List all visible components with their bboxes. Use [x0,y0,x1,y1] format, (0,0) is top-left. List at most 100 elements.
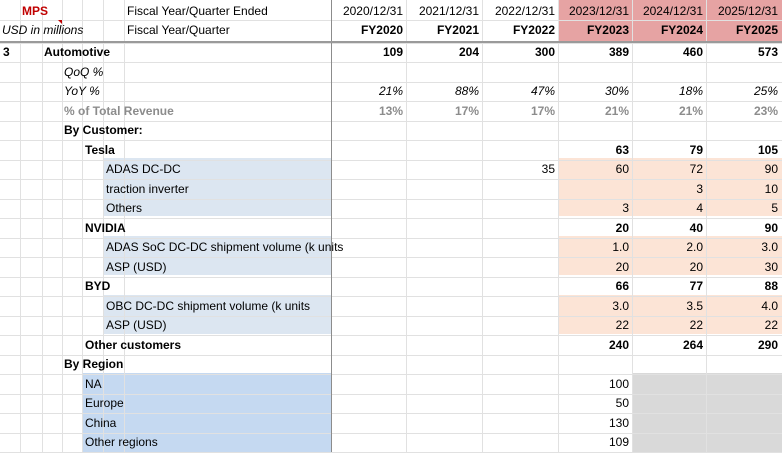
value-cell[interactable]: 204 [458,45,479,59]
row-label-cell[interactable]: NA [85,377,102,391]
value-cell[interactable]: 63 [615,143,629,157]
row-label-cell[interactable]: Other customers [85,338,182,352]
row-label-cell[interactable]: traction inverter [106,182,189,196]
date-header[interactable]: 2023/12/31 [568,4,629,18]
value-cell[interactable]: 17% [454,104,479,118]
value-cell[interactable]: 21% [378,84,403,98]
value-cell[interactable]: 88 [764,279,778,293]
value-cell[interactable]: 22 [615,318,629,332]
date-header[interactable]: 2020/12/31 [342,4,403,18]
value-cell[interactable]: 109 [382,45,403,59]
value-cell[interactable]: 2.0 [686,240,703,254]
value-cell[interactable]: 90 [764,162,778,176]
value-cell[interactable]: 20 [689,260,703,274]
value-cell[interactable]: 66 [615,279,629,293]
value-cell[interactable]: 72 [689,162,703,176]
date-header[interactable]: 2021/12/31 [418,4,479,18]
value-cell[interactable]: 130 [608,416,629,430]
value-cell[interactable]: 3.0 [612,299,629,313]
value-cell[interactable]: 4 [696,201,703,215]
row-label-cell[interactable]: OBC DC-DC shipment volume (k units [106,299,311,313]
year-header[interactable]: FY2024 [660,23,703,37]
value-cell[interactable]: 25% [753,84,778,98]
year-header[interactable]: FY2020 [360,23,403,37]
value-cell[interactable]: 21% [678,104,703,118]
row-gridline [0,20,782,21]
year-header[interactable]: FY2023 [586,23,629,37]
value-cell[interactable]: 290 [757,338,778,352]
row-label-cell[interactable]: % of Total Revenue [64,104,174,118]
value-cell[interactable]: 573 [757,45,778,59]
row-index-cell[interactable]: 3 [3,45,10,59]
row-label-cell[interactable]: Others [106,201,143,215]
value-cell[interactable]: 4.0 [761,299,778,313]
date-header[interactable]: 2025/12/31 [717,4,778,18]
row-label-cell[interactable]: NVIDIA [85,221,126,235]
year-header[interactable]: FY2021 [436,23,479,37]
value-cell[interactable]: 30 [764,260,778,274]
value-cell[interactable]: 20 [615,221,629,235]
row-label-cell[interactable]: QoQ % [64,65,104,79]
value-cell[interactable]: 79 [689,143,703,157]
fiscal-year-quarter-label[interactable]: Fiscal Year/Quarter [127,23,230,37]
row-label-cell[interactable]: ADAS SoC DC-DC shipment volume (k units [106,240,344,254]
value-cell[interactable]: 22 [764,318,778,332]
row-label-cell[interactable]: ASP (USD) [106,260,167,274]
value-cell[interactable]: 88% [454,84,479,98]
units-label[interactable]: USD in millions [2,23,84,37]
value-cell[interactable]: 264 [682,338,703,352]
value-cell[interactable]: 13% [378,104,403,118]
value-cell[interactable]: 22 [689,318,703,332]
row-label-cell[interactable]: Tesla [85,143,115,157]
value-cell[interactable]: 20 [615,260,629,274]
year-header[interactable]: FY2022 [512,23,555,37]
value-cell[interactable]: 5 [771,201,778,215]
value-cell[interactable]: 40 [689,221,703,235]
value-cell[interactable]: 23% [753,104,778,118]
value-cell[interactable]: 389 [608,45,629,59]
row-gridline [0,238,782,239]
byd-detail-fill [103,295,331,334]
value-cell[interactable]: 21% [604,104,629,118]
value-cell[interactable]: 240 [608,338,629,352]
date-header[interactable]: 2022/12/31 [494,4,555,18]
value-cell[interactable]: 109 [608,435,629,449]
row-label-cell[interactable]: ASP (USD) [106,318,167,332]
value-cell[interactable]: 77 [689,279,703,293]
nvidia-forecast-fill [558,236,782,275]
year-header[interactable]: FY2025 [735,23,778,37]
row-label-cell[interactable]: Automotive [44,45,110,59]
row-label-cell[interactable]: BYD [85,279,111,293]
row-label-cell[interactable]: Europe [85,396,124,410]
row-label-cell[interactable]: By Region [64,357,124,371]
value-cell[interactable]: 60 [615,162,629,176]
value-cell[interactable]: 17% [530,104,555,118]
value-cell[interactable]: 35 [541,162,555,176]
row-label-cell[interactable]: China [85,416,117,430]
value-cell[interactable]: 3 [696,182,703,196]
value-cell[interactable]: 90 [764,221,778,235]
row-label-cell[interactable]: By Customer: [64,123,143,137]
ticker-label[interactable]: MPS [22,4,49,18]
value-cell[interactable]: 100 [608,377,629,391]
value-cell[interactable]: 3.0 [761,240,778,254]
date-header[interactable]: 2024/12/31 [642,4,703,18]
row-label-cell[interactable]: ADAS DC-DC [106,162,181,176]
value-cell[interactable]: 300 [534,45,555,59]
byd-forecast-fill [558,295,782,334]
value-cell[interactable]: 460 [682,45,703,59]
value-cell[interactable]: 3.5 [686,299,703,313]
value-cell[interactable]: 50 [615,396,629,410]
fiscal-year-quarter-ended-label[interactable]: Fiscal Year/Quarter Ended [127,4,268,18]
value-cell[interactable]: 47% [530,84,555,98]
value-cell[interactable]: 1.0 [612,240,629,254]
value-cell[interactable]: 105 [757,143,778,157]
value-cell[interactable]: 18% [678,84,703,98]
value-cell[interactable]: 3 [622,201,629,215]
value-cell[interactable]: 30% [604,84,629,98]
row-label-cell[interactable]: Other regions [85,435,158,449]
value-cell[interactable]: 10 [764,182,778,196]
comment-marker-icon [58,20,62,24]
row-label-cell[interactable]: YoY % [64,84,100,98]
